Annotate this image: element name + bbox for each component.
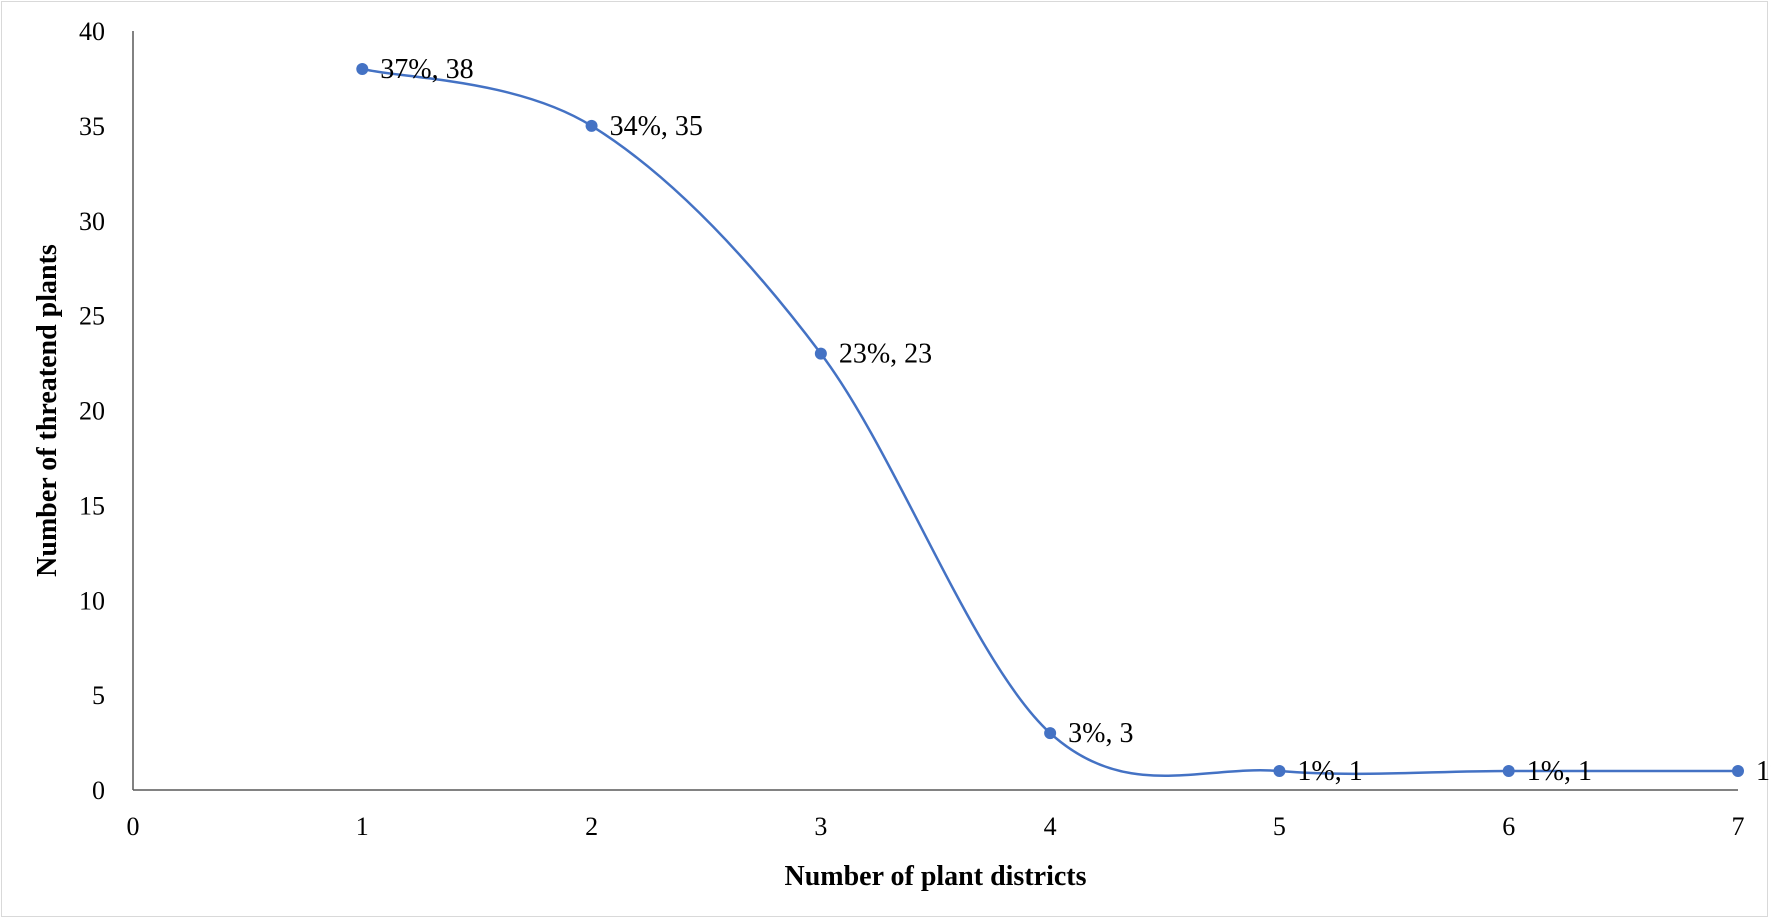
x-tick-label: 5 bbox=[1273, 812, 1286, 841]
x-tick-label: 7 bbox=[1732, 812, 1745, 841]
data-point bbox=[814, 347, 827, 360]
data-point bbox=[356, 62, 369, 75]
y-tick-label: 0 bbox=[92, 776, 105, 805]
data-point bbox=[1273, 765, 1286, 778]
y-axis-title: Number of threatend plants bbox=[32, 244, 63, 577]
data-label: 1%, 1 bbox=[1297, 756, 1362, 787]
data-point bbox=[1044, 727, 1057, 740]
y-tick-label: 25 bbox=[79, 302, 105, 331]
data-label: 1%, 1 bbox=[1527, 756, 1592, 787]
data-point bbox=[1502, 765, 1515, 778]
data-label: 1%, 1 bbox=[1756, 756, 1771, 787]
axes bbox=[132, 31, 1738, 791]
series-line bbox=[361, 67, 1738, 777]
y-tick-label: 5 bbox=[92, 681, 105, 710]
y-tick-label: 30 bbox=[79, 207, 105, 236]
x-tick-label: 2 bbox=[585, 812, 598, 841]
y-tick-labels: 0 5 10 15 20 25 30 35 40 bbox=[79, 17, 105, 805]
data-label: 34%, 35 bbox=[610, 111, 703, 142]
y-tick-label: 20 bbox=[79, 397, 105, 426]
data-point bbox=[585, 119, 598, 132]
data-point bbox=[1732, 765, 1744, 778]
x-tick-label: 3 bbox=[814, 812, 827, 841]
x-tick-labels: 0 1 2 3 4 5 6 7 bbox=[127, 812, 1745, 841]
x-tick-label: 0 bbox=[127, 812, 140, 841]
y-tick-label: 40 bbox=[79, 17, 105, 46]
x-axis-title: Number of plant districts bbox=[784, 861, 1086, 892]
data-labels: 37%, 38 34%, 35 23%, 23 3%, 3 1%, 1 1%, 1 1%, … bbox=[380, 54, 1771, 787]
x-tick-label: 1 bbox=[356, 812, 369, 841]
y-tick-label: 35 bbox=[79, 112, 105, 141]
data-points bbox=[356, 62, 1744, 778]
x-tick-label: 6 bbox=[1502, 812, 1515, 841]
x-tick-label: 4 bbox=[1044, 812, 1057, 841]
y-tick-label: 10 bbox=[79, 586, 105, 615]
y-tick-label: 15 bbox=[79, 491, 105, 520]
data-label: 3%, 3 bbox=[1068, 718, 1133, 749]
data-label: 23%, 23 bbox=[839, 339, 932, 370]
data-label: 37%, 38 bbox=[380, 54, 473, 85]
